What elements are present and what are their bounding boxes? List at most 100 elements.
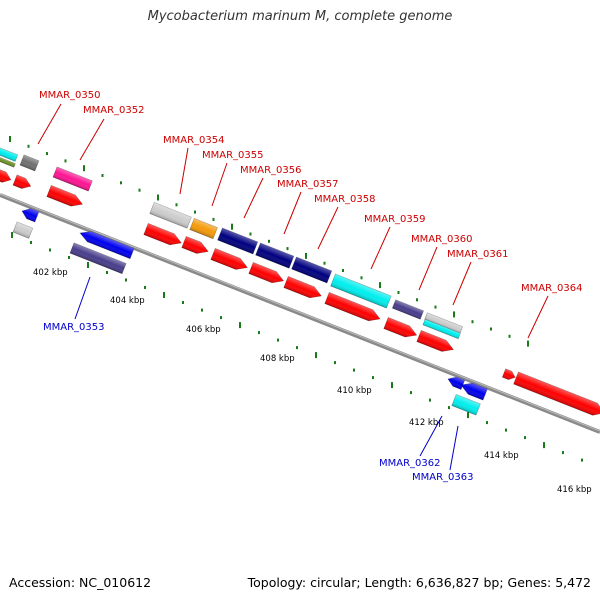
gene-labels: MMAR_0350 MMAR_0352 MMAR_0354 MMAR_0355 …	[39, 90, 583, 483]
tick-dot	[239, 322, 241, 329]
cds-forward-4[interactable]	[143, 223, 184, 248]
tick-dot	[453, 311, 455, 318]
gene-label-mmar-0357[interactable]: MMAR_0357	[277, 179, 339, 190]
feature-edge-cyan[interactable]	[0, 146, 19, 162]
feature-mmar-0358[interactable]	[291, 256, 333, 284]
tick-dot	[429, 398, 431, 402]
feature-mmar-0358-shading	[291, 256, 332, 284]
feature-mmar-0361b[interactable]	[422, 318, 461, 340]
gene-label-mmar-0350[interactable]: MMAR_0350	[39, 90, 101, 101]
gene-label-mmar-0355[interactable]: MMAR_0355	[202, 150, 264, 161]
kbp-label-408: 408 kbp	[260, 354, 295, 364]
kbp-label-416: 416 kbp	[557, 485, 592, 495]
feature-mmar-0362[interactable]	[459, 379, 488, 401]
cds-forward-8-shading	[283, 276, 322, 298]
gene-label-mmar-0359[interactable]: MMAR_0359	[364, 214, 426, 225]
gene-label-mmar-0356[interactable]: MMAR_0356	[240, 165, 302, 176]
cds-forward-6[interactable]	[210, 248, 250, 273]
accession-text: Accession: NC_010612	[9, 575, 152, 590]
cds-forward-7-shading	[248, 262, 284, 283]
tick-dot	[379, 282, 381, 289]
feature-mmar-0359-shading	[330, 273, 392, 309]
tick-dot	[416, 298, 418, 302]
cds-forward-5[interactable]	[181, 236, 211, 257]
kbp-label-414: 414 kbp	[484, 451, 519, 461]
feature-mmar-0357[interactable]	[255, 242, 295, 269]
cds-forward-10-shading	[383, 317, 417, 338]
leader-mmar-0355	[211, 162, 228, 207]
kbp-label-404: 404 kbp	[110, 296, 145, 306]
tick-dot	[27, 144, 30, 148]
tick-dot	[163, 292, 165, 298]
feature-mmar-0350-shading	[19, 154, 39, 171]
feature-mmar-0353-shading	[69, 242, 127, 274]
tick-dot	[175, 203, 178, 207]
tick-dot	[467, 412, 469, 419]
tick-dot	[68, 256, 70, 259]
cds-reverse-2[interactable]	[12, 221, 34, 239]
cds-forward-1[interactable]	[0, 168, 13, 185]
genome-backbone	[0, 193, 600, 434]
feature-mmar-0354[interactable]	[149, 202, 192, 229]
cds-reverse-1[interactable]	[20, 206, 40, 223]
cds-forward-12[interactable]	[501, 368, 516, 382]
cds-forward-8[interactable]	[283, 276, 324, 301]
feature-mmar-0356-shading	[217, 227, 258, 255]
feature-mmar-0353-blue-shading	[80, 231, 135, 259]
feature-mmar-0353-blue[interactable]	[78, 228, 135, 260]
cds-forward-mmar-0364[interactable]	[513, 371, 600, 419]
tick-dot	[87, 262, 89, 268]
feature-mmar-0362-a-shading	[448, 376, 465, 390]
gene-label-mmar-0354[interactable]: MMAR_0354	[163, 135, 225, 146]
cds-forward-2[interactable]	[12, 174, 33, 191]
cds-forward-3[interactable]	[46, 185, 85, 209]
page-title: Mycobacterium marinum M, complete genome	[147, 9, 453, 24]
cds-reverse-2-shading	[12, 221, 33, 239]
tick-dot	[490, 327, 492, 331]
feature-mmar-0362-a[interactable]	[446, 374, 466, 390]
cds-forward-9-shading	[324, 292, 381, 321]
feature-mmar-0353[interactable]	[69, 242, 127, 275]
cds-forward-7[interactable]	[248, 262, 286, 286]
gene-label-mmar-0360[interactable]: MMAR_0360	[411, 234, 473, 245]
cds-forward-6-shading	[210, 248, 248, 270]
tick-dot	[231, 223, 233, 230]
feature-mmar-0355[interactable]	[189, 218, 218, 240]
tick-dot	[486, 421, 488, 425]
tick-dot	[268, 239, 270, 243]
tick-dot	[296, 346, 298, 350]
gene-label-mmar-0352[interactable]: MMAR_0352	[83, 105, 145, 116]
gene-label-mmar-0358[interactable]: MMAR_0358	[314, 194, 376, 205]
gene-label-mmar-0353[interactable]: MMAR_0353	[43, 322, 105, 333]
feature-mmar-0350[interactable]	[19, 154, 40, 172]
feature-mmar-0363-shading	[451, 394, 481, 416]
tick-dot	[360, 276, 363, 280]
cds-forward-9[interactable]	[324, 292, 382, 324]
tick-marks	[9, 136, 583, 462]
feature-mmar-0359[interactable]	[330, 273, 392, 309]
tick-dot	[342, 269, 344, 272]
feature-mmar-0356[interactable]	[217, 227, 259, 255]
cds-forward-3-shading	[46, 185, 83, 207]
feature-mmar-0352[interactable]	[52, 166, 93, 192]
cds-forward-12-shading	[502, 368, 516, 380]
tick-dot	[372, 376, 374, 380]
tick-dot	[391, 382, 393, 389]
tick-dot	[397, 291, 400, 294]
tick-dot	[258, 331, 260, 335]
cds-forward-11[interactable]	[416, 330, 456, 355]
leader-mmar-0356	[243, 177, 264, 219]
gene-label-mmar-0364[interactable]: MMAR_0364	[521, 283, 583, 294]
gene-label-mmar-0361[interactable]: MMAR_0361	[447, 249, 509, 260]
cds-forward-4-shading	[143, 223, 182, 245]
gene-label-mmar-0363[interactable]: MMAR_0363	[412, 472, 474, 483]
tick-dot	[249, 232, 252, 236]
feature-mmar-0360[interactable]	[391, 299, 424, 320]
feature-edge-olive[interactable]	[0, 155, 16, 168]
feature-mmar-0360-shading	[392, 299, 424, 320]
feature-mmar-0363[interactable]	[451, 394, 481, 416]
cds-forward-10[interactable]	[383, 317, 419, 340]
tick-dot	[120, 181, 122, 185]
gene-label-mmar-0362[interactable]: MMAR_0362	[379, 458, 441, 469]
